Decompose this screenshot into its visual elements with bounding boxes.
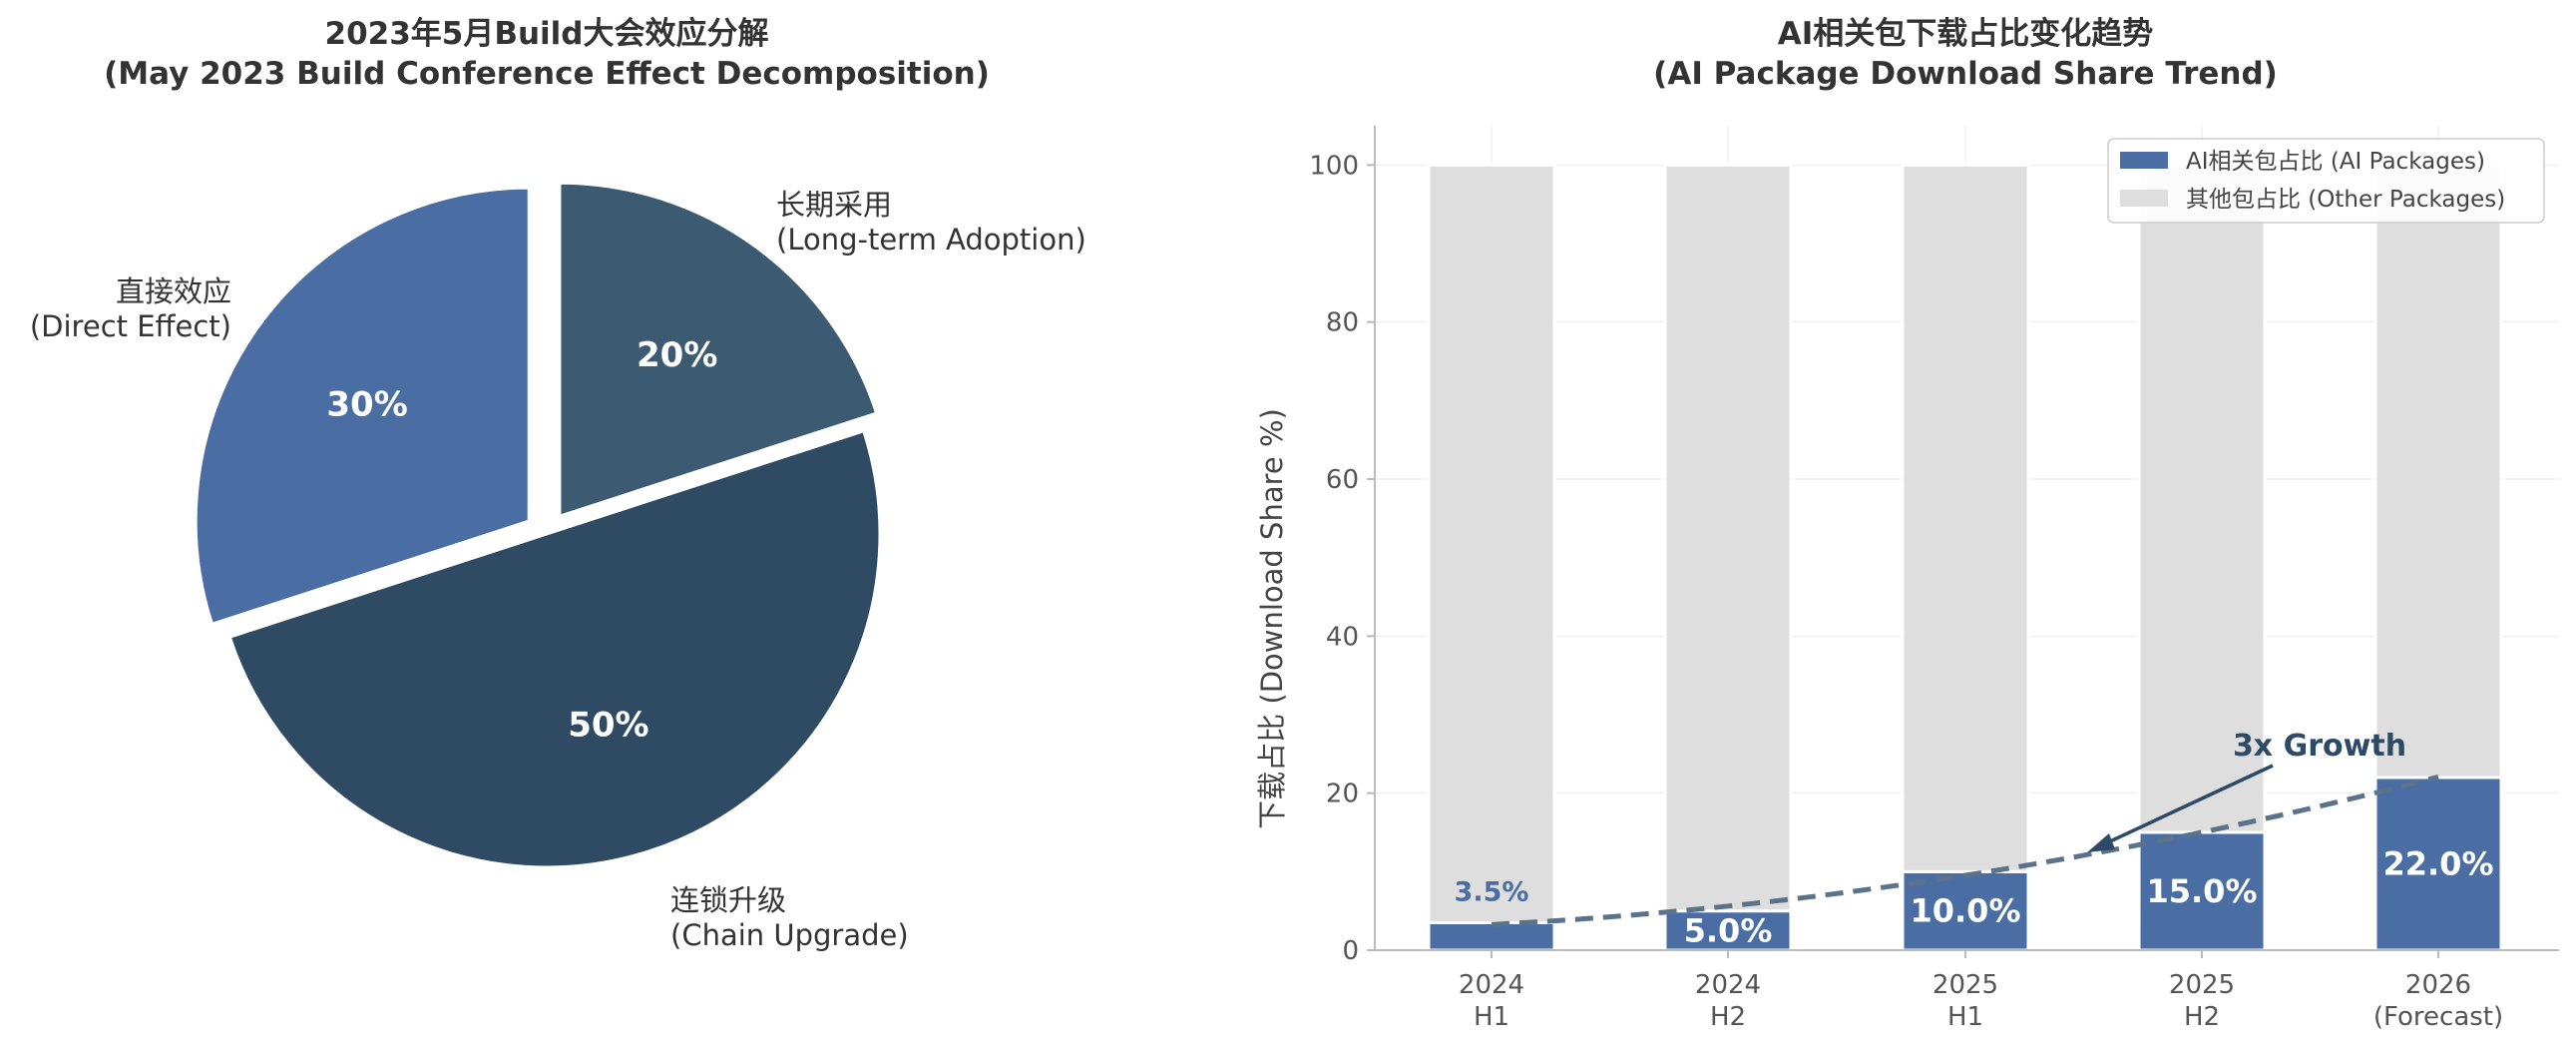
y-tick-label: 0 bbox=[1342, 936, 1359, 966]
pie-label-zh-2: 连锁升级 bbox=[670, 883, 786, 917]
trend-line-path bbox=[1491, 774, 2439, 927]
pie-slice-2 bbox=[227, 428, 882, 869]
y-tick-label: 40 bbox=[1326, 622, 1359, 652]
pie-label-en-1: (Long-term Adoption) bbox=[776, 223, 1086, 257]
y-tick-label: 20 bbox=[1326, 780, 1359, 809]
bar-other-0 bbox=[1427, 163, 1556, 924]
bar-ai-4 bbox=[2373, 776, 2503, 952]
x-tick-label-line1: 2024 bbox=[1695, 970, 1761, 1000]
legend-label-0: AI相关包占比 (AI Packages) bbox=[2186, 149, 2485, 175]
pie-pct-label-2: 50% bbox=[568, 706, 648, 746]
bar-ai-0 bbox=[1427, 920, 1556, 952]
x-tick-label-line2: (Forecast) bbox=[2373, 1002, 2503, 1032]
annotation: 3x Growth bbox=[2087, 729, 2406, 852]
bar-data-label: 10.0% bbox=[1910, 892, 2020, 930]
x-tick-label-line1: 2025 bbox=[2169, 970, 2235, 1000]
bar-data-labels: 3.5% 5.0% 10.0% 15.0% 22.0% bbox=[1455, 844, 2494, 949]
pie-label-en-2: (Chain Upgrade) bbox=[670, 918, 909, 952]
legend-label-1: 其他包占比 (Other Packages) bbox=[2186, 187, 2505, 213]
pie-title-line2: (May 2023 Build Conference Effect Decomp… bbox=[104, 56, 990, 92]
bar-other-3 bbox=[2137, 163, 2267, 834]
y-tick-label: 100 bbox=[1309, 151, 1359, 181]
x-tick-label-line2: H1 bbox=[1947, 1002, 1983, 1032]
legend-swatch-1 bbox=[2120, 190, 2168, 207]
pie-slices bbox=[194, 181, 882, 869]
pie-title-line1: 2023年5月Build大会效应分解 bbox=[325, 16, 769, 52]
trend-line bbox=[1491, 774, 2439, 927]
bar-ai-1 bbox=[1663, 909, 1793, 952]
pie-labels: 30% 直接效应(Direct Effect) 50% 连锁升级(Chain Upgr… bbox=[30, 188, 1086, 952]
y-tick-label: 60 bbox=[1326, 465, 1359, 495]
bar-axes: 0204060801002024H12024H22025H12025H22026… bbox=[1309, 126, 2559, 1032]
bar-other-1 bbox=[1663, 163, 1793, 913]
y-axis-label: 下载占比 (Download Share %) bbox=[1255, 408, 1289, 829]
pie-label-zh-0: 直接效应 bbox=[116, 274, 231, 308]
pie-slice-0 bbox=[194, 186, 531, 627]
annotation-text: 3x Growth bbox=[2233, 729, 2406, 764]
bar-title-line2: (AI Package Download Share Trend) bbox=[1653, 56, 2278, 92]
annotation-arrowhead bbox=[2087, 833, 2115, 852]
pie-label-zh-1: 长期采用 bbox=[776, 188, 892, 222]
x-tick-label-line2: H2 bbox=[1710, 1002, 1746, 1032]
pie-pct-label-1: 20% bbox=[637, 335, 717, 375]
bar-other-4 bbox=[2373, 163, 2503, 780]
bar-data-label: 3.5% bbox=[1455, 876, 1529, 907]
x-tick-label-line2: H2 bbox=[2184, 1002, 2220, 1032]
x-tick-label-line1: 2024 bbox=[1459, 970, 1524, 1000]
pie-label-en-0: (Direct Effect) bbox=[30, 309, 231, 343]
legend-swatch-0 bbox=[2120, 152, 2168, 169]
y-tick-label: 80 bbox=[1326, 308, 1359, 338]
x-tick-label-line2: H1 bbox=[1474, 1002, 1509, 1032]
legend: AI相关包占比 (AI Packages) 其他包占比 (Other Packag… bbox=[2107, 138, 2545, 224]
bar-other-2 bbox=[1901, 163, 2030, 873]
bar-data-label: 22.0% bbox=[2382, 844, 2493, 882]
pie-pct-label-0: 30% bbox=[326, 384, 407, 424]
pie-chart: 2023年5月Build大会效应分解 (May 2023 Build Confe… bbox=[30, 16, 1086, 952]
bar-title-line1: AI相关包下载占比变化趋势 bbox=[1778, 16, 2154, 52]
bar-bars bbox=[1427, 163, 2503, 952]
pie-slice-1 bbox=[558, 181, 879, 519]
x-tick-label-line1: 2025 bbox=[1932, 970, 1998, 1000]
bar-chart: AI相关包下载占比变化趋势 (AI Package Download Share… bbox=[1255, 16, 2559, 1032]
legend-box bbox=[2107, 138, 2545, 224]
annotation-arrow-shaft bbox=[2094, 764, 2274, 850]
bar-data-label: 15.0% bbox=[2146, 872, 2257, 910]
bar-data-label: 5.0% bbox=[1684, 911, 1773, 949]
x-tick-label-line1: 2026 bbox=[2405, 970, 2471, 1000]
